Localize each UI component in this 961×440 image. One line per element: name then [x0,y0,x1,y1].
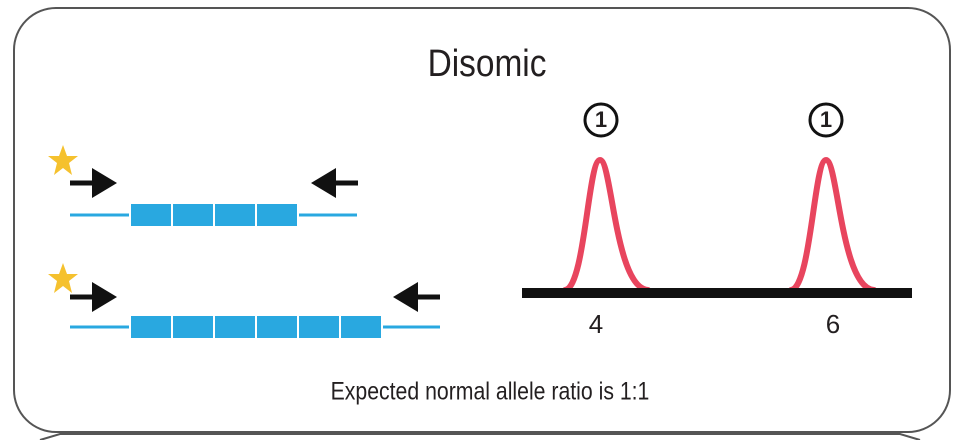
repeat [255,202,299,228]
count-label: 1 [820,107,832,132]
count-label: 1 [595,107,607,132]
repeat [339,314,383,340]
peak [562,156,651,293]
size-label: 4 [589,309,603,339]
repeat [171,202,215,228]
repeat [213,202,257,228]
count-circle [808,102,844,138]
amplicon-long [48,263,440,340]
repeat [129,314,173,340]
star [48,263,78,293]
count-circle [583,102,619,138]
repeat [171,314,215,340]
caption: Expected normal allele ratio is 1:1 [331,377,650,405]
repeat [213,314,257,340]
repeat [129,202,173,228]
next-panel-edge [39,433,921,440]
amplicon-short [48,145,358,228]
repeat [297,314,341,340]
title: Disomic [428,42,547,84]
peak [788,156,877,293]
size-label: 6 [826,309,840,339]
star [48,145,78,175]
repeat [255,314,299,340]
